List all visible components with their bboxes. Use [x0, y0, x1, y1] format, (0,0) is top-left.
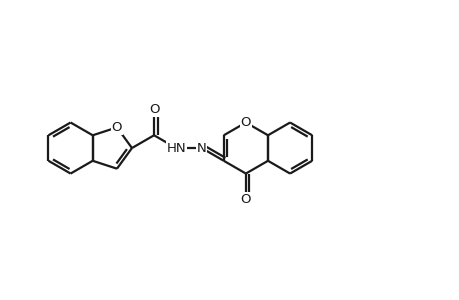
- Text: O: O: [240, 116, 251, 129]
- Text: O: O: [240, 193, 251, 206]
- Text: O: O: [112, 121, 122, 134]
- Text: HN: HN: [166, 142, 185, 154]
- Text: N: N: [196, 142, 206, 154]
- Text: O: O: [149, 103, 159, 116]
